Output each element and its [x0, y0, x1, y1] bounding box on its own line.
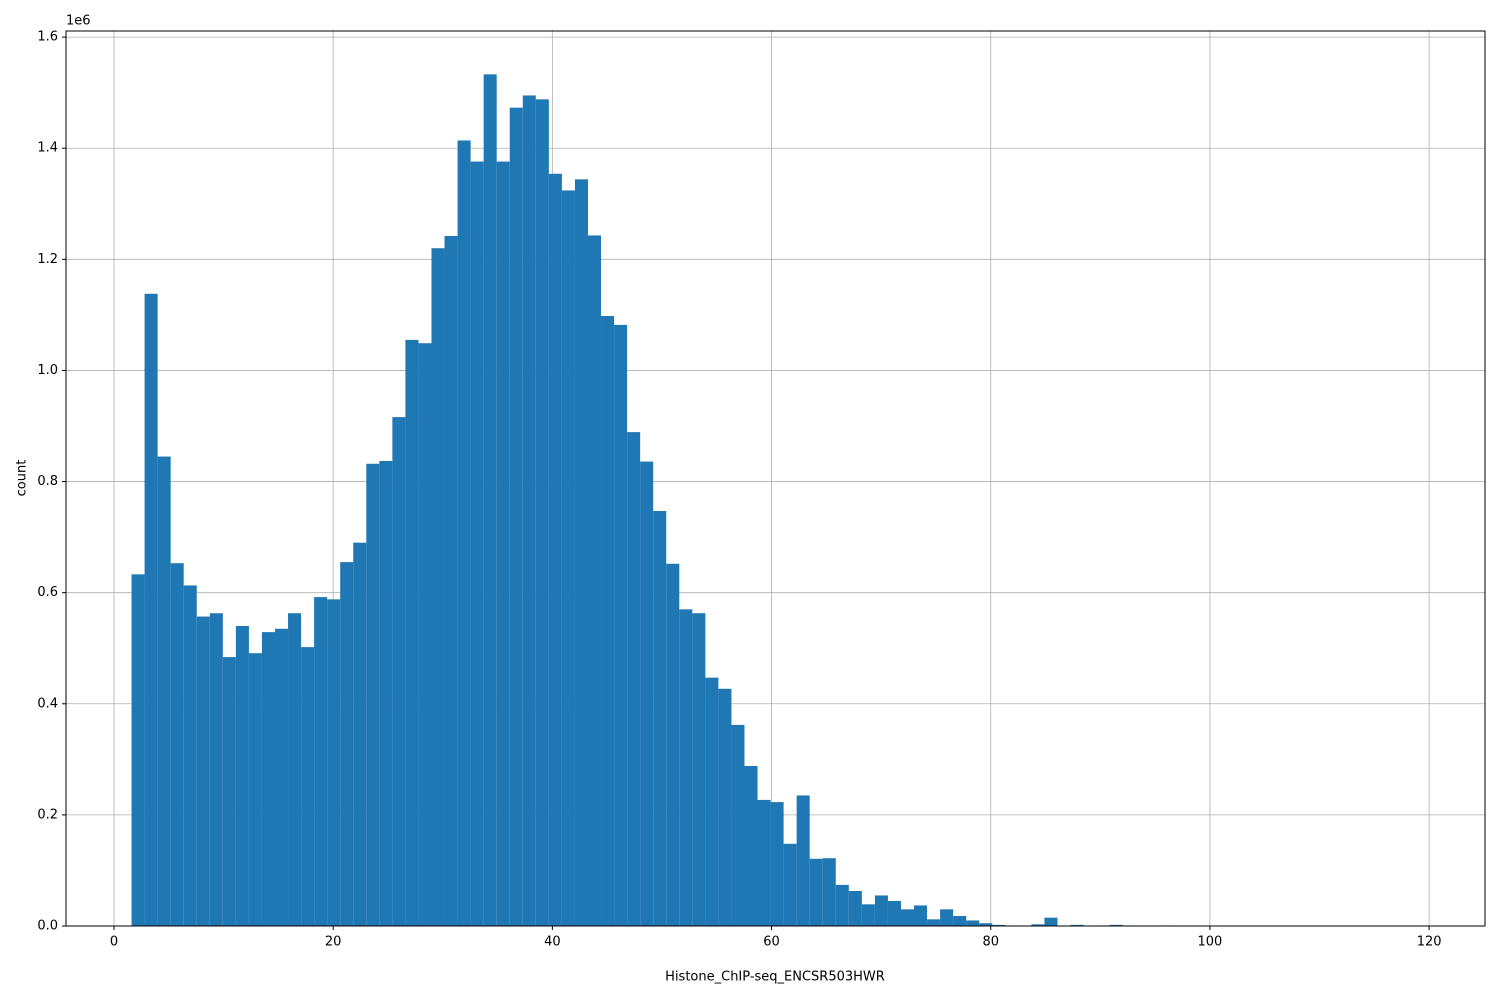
y-offset-label: 1e6	[66, 14, 91, 29]
x-tick-label: 80	[982, 935, 999, 950]
bar	[848, 891, 862, 926]
bar	[327, 599, 341, 926]
bar	[640, 461, 654, 926]
bar	[992, 924, 1006, 926]
bar	[405, 339, 419, 926]
bar	[822, 858, 836, 926]
bar	[379, 461, 393, 926]
bar	[614, 324, 628, 926]
bar	[131, 574, 145, 926]
bar	[431, 248, 445, 926]
bar	[314, 597, 328, 926]
bar	[587, 235, 602, 926]
bar	[209, 613, 223, 926]
bar	[574, 179, 588, 927]
bar	[679, 609, 693, 926]
bar	[418, 343, 432, 926]
bar	[835, 884, 849, 926]
x-axis-label: Histone_ChIP-seq_ENCSR503HWR	[665, 970, 885, 985]
bar	[483, 74, 497, 927]
plot-frame	[65, 30, 1486, 927]
bar	[692, 613, 706, 926]
bar	[809, 858, 823, 926]
bar	[288, 613, 302, 926]
bar	[366, 463, 380, 926]
bar	[927, 919, 941, 926]
bar	[353, 542, 367, 926]
bar	[887, 901, 901, 926]
y-tick-label: 0.0	[37, 919, 58, 934]
bar	[522, 95, 536, 926]
y-axis-label: count	[15, 460, 30, 497]
y-tick-label: 1.6	[37, 30, 58, 45]
bar	[705, 677, 719, 926]
bar	[548, 173, 562, 926]
bar	[666, 563, 680, 926]
bar	[392, 417, 406, 926]
y-tick-label: 1.0	[37, 363, 58, 378]
bar	[653, 511, 667, 926]
x-tick-label: 120	[1417, 935, 1442, 950]
bar	[183, 585, 197, 926]
bar	[496, 161, 510, 927]
bar	[601, 316, 615, 926]
bar	[144, 293, 158, 926]
bar	[940, 909, 954, 926]
bar	[966, 920, 980, 926]
bar	[861, 904, 875, 926]
bar	[718, 688, 732, 926]
bar	[1031, 924, 1045, 926]
bar	[470, 161, 484, 927]
y-tick-label: 0.2	[37, 807, 58, 822]
bar	[914, 905, 928, 926]
bar	[744, 766, 758, 926]
bar	[770, 802, 784, 926]
bar	[274, 628, 289, 926]
bar	[196, 616, 210, 926]
y-tick-label: 0.4	[37, 696, 58, 711]
bar	[444, 236, 458, 926]
bar	[1070, 924, 1084, 926]
y-tick-label: 1.2	[37, 252, 58, 267]
bar	[235, 626, 249, 926]
y-tick-label: 0.8	[37, 474, 58, 489]
y-tick-label: 0.6	[37, 585, 58, 600]
bar	[340, 562, 354, 926]
x-tick-label: 20	[325, 935, 342, 950]
bar	[248, 653, 262, 926]
x-tick-label: 60	[763, 935, 780, 950]
bar	[796, 795, 810, 926]
x-tick-label: 40	[544, 935, 561, 950]
bar	[301, 647, 315, 926]
y-tick-label: 1.4	[37, 141, 58, 156]
bar	[900, 909, 915, 926]
bar	[1109, 924, 1123, 926]
bar	[979, 923, 993, 926]
x-tick-label: 100	[1198, 935, 1223, 950]
bar	[261, 632, 275, 926]
bar	[535, 99, 549, 927]
bar	[157, 456, 171, 926]
bar	[783, 843, 797, 926]
bar	[170, 563, 184, 926]
bar	[222, 657, 236, 926]
bar	[1044, 917, 1058, 926]
bar	[627, 432, 641, 926]
bar	[731, 724, 745, 926]
bar	[509, 107, 523, 926]
bar	[757, 799, 771, 926]
bar	[457, 140, 471, 926]
bar	[561, 190, 575, 926]
bar	[953, 916, 967, 926]
x-tick-label: 0	[110, 935, 118, 950]
bar	[874, 895, 888, 926]
